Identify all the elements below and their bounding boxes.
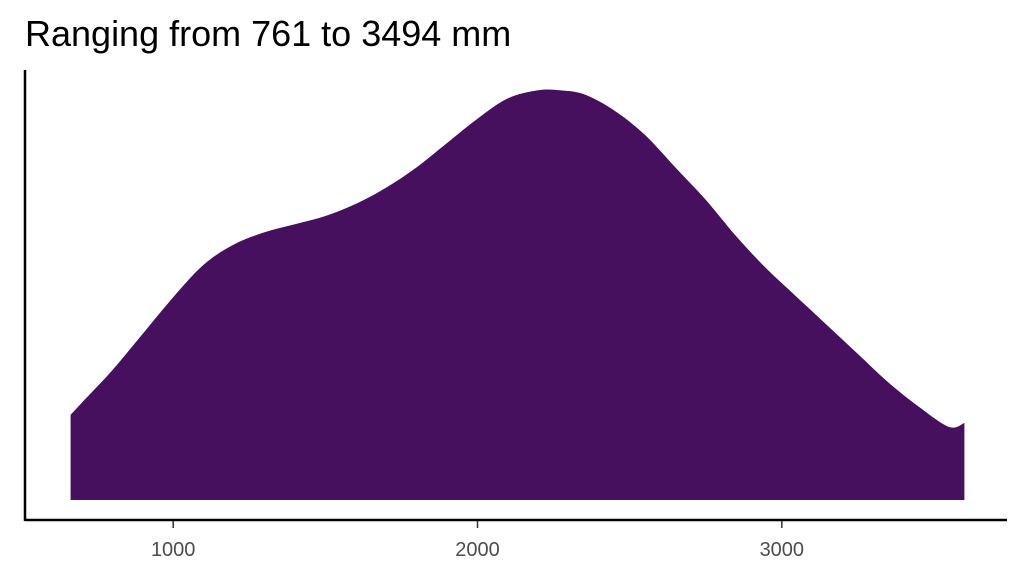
- x-tick-label: 1000: [151, 539, 196, 561]
- x-tick-label: 3000: [760, 539, 805, 561]
- x-axis-ticks: 1000 2000 3000: [151, 521, 804, 561]
- x-tick-label: 2000: [455, 539, 500, 561]
- chart-title: Ranging from 761 to 3494 mm: [25, 13, 511, 54]
- density-area: [70, 89, 965, 501]
- plot-area: [70, 89, 965, 501]
